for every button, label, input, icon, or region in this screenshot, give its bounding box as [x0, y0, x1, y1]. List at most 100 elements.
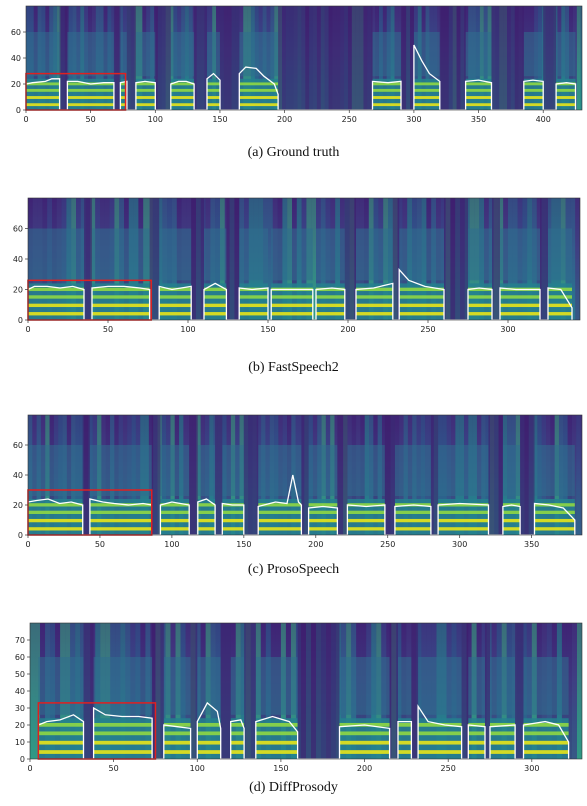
- harmonic-band: [197, 503, 216, 507]
- harmonic-band: [28, 510, 83, 514]
- harmonic-band: [418, 750, 462, 754]
- harmonic-band: [204, 303, 227, 308]
- harmonic-band: [159, 295, 192, 299]
- harmonic-band: [398, 722, 412, 727]
- x-tick-label: 100: [180, 325, 195, 334]
- harmonic-band: [255, 731, 298, 736]
- x-tick-label: 0: [27, 764, 32, 773]
- x-tick-label: 0: [25, 540, 30, 549]
- voiced-segment: [502, 499, 521, 535]
- silence-gap: [151, 415, 161, 535]
- y-tick-label: 20: [13, 286, 23, 295]
- formant-region: [399, 228, 444, 281]
- harmonic-band: [38, 731, 84, 736]
- harmonic-band: [135, 82, 156, 86]
- formant-region: [523, 32, 544, 77]
- harmonic-band: [438, 510, 489, 514]
- harmonic-band: [120, 88, 127, 92]
- y-tick-label: 0: [20, 755, 25, 764]
- x-tick-label: 100: [190, 764, 205, 773]
- harmonic-band: [523, 88, 544, 92]
- harmonic-band: [523, 722, 569, 727]
- harmonic-band: [502, 510, 521, 514]
- silence-gap: [488, 415, 503, 535]
- harmonic-band: [67, 103, 114, 107]
- spectrogram-column: [580, 415, 582, 535]
- formant-region: [468, 657, 485, 715]
- harmonic-band: [197, 527, 216, 531]
- harmonic-band: [356, 295, 393, 299]
- x-tick-label: 300: [452, 540, 467, 549]
- harmonic-band: [92, 303, 150, 308]
- y-tick-label: 20: [13, 501, 23, 510]
- formant-region: [28, 228, 84, 281]
- harmonic-band: [239, 312, 268, 316]
- harmonic-band: [502, 518, 521, 523]
- x-tick-label: 150: [273, 764, 288, 773]
- spectrogram-plot-a: 0 50 100 150 200 250 300 350 400 0 20 40 60: [11, 5, 583, 124]
- formant-region: [207, 32, 220, 77]
- harmonic-band: [230, 740, 245, 745]
- spectrogram-column: [35, 623, 41, 759]
- harmonic-band: [160, 518, 190, 523]
- spectrogram-column: [570, 198, 576, 320]
- silence-gap: [461, 623, 469, 759]
- x-tick-label: 100: [164, 540, 179, 549]
- silence-gap: [190, 623, 198, 759]
- harmonic-band: [398, 740, 412, 745]
- spectrogram-prosospeech: 0 50 100 150 200 250 300 350 0 20 40 60: [0, 407, 587, 567]
- harmonic-band: [316, 295, 345, 299]
- harmonic-band: [468, 750, 485, 754]
- harmonic-band: [197, 722, 221, 727]
- y-tick-label: 40: [15, 687, 25, 696]
- silence-gap: [126, 6, 136, 110]
- formant-region: [468, 228, 492, 281]
- spectrogram-diffprosody: 0 50 100 150 200 250 300 0 10 20 30 40 50 60 70: [0, 615, 587, 775]
- voiced-segment: [468, 718, 485, 759]
- harmonic-band: [556, 96, 576, 99]
- harmonic-band: [339, 750, 390, 754]
- harmonic-band: [239, 295, 268, 299]
- spectrogram-image: [28, 198, 580, 320]
- spectrogram-column: [576, 623, 582, 759]
- spectrogram-column: [571, 623, 577, 759]
- spectrogram-image: [26, 6, 582, 110]
- harmonic-band: [413, 88, 440, 92]
- y-tick-label: 0: [18, 531, 23, 540]
- harmonic-band: [160, 527, 190, 531]
- harmonic-band: [468, 740, 485, 745]
- spectrogram-column: [576, 415, 581, 535]
- voiced-segment: [204, 283, 227, 320]
- y-tick-label: 40: [11, 54, 21, 63]
- formant-region: [93, 657, 153, 715]
- harmonic-band: [163, 722, 191, 727]
- harmonic-band: [523, 103, 544, 107]
- harmonic-band: [38, 750, 84, 754]
- harmonic-band: [399, 295, 444, 299]
- harmonic-band: [160, 503, 190, 507]
- y-tick-label: 0: [18, 316, 23, 325]
- harmonic-band: [548, 303, 572, 308]
- x-tick-label: 200: [277, 115, 292, 124]
- x-tick-label: 250: [380, 540, 395, 549]
- harmonic-band: [418, 722, 462, 727]
- harmonic-band: [159, 303, 192, 308]
- harmonic-band: [163, 740, 191, 745]
- harmonic-band: [239, 96, 279, 99]
- harmonic-band: [490, 740, 516, 745]
- x-tick-label: 0: [25, 325, 30, 334]
- silence-gap: [344, 198, 356, 320]
- formant-region: [26, 32, 60, 77]
- formant-region: [556, 32, 576, 77]
- harmonic-band: [523, 750, 569, 754]
- harmonic-band: [222, 527, 244, 531]
- harmonic-band: [502, 527, 521, 531]
- formant-region: [28, 445, 83, 496]
- formant-region: [92, 228, 150, 281]
- x-tick-label: 250: [441, 764, 456, 773]
- formant-region: [271, 228, 313, 281]
- formant-region: [120, 32, 127, 77]
- silence-gap: [243, 415, 259, 535]
- harmonic-band: [255, 722, 298, 727]
- harmonic-band: [170, 96, 195, 99]
